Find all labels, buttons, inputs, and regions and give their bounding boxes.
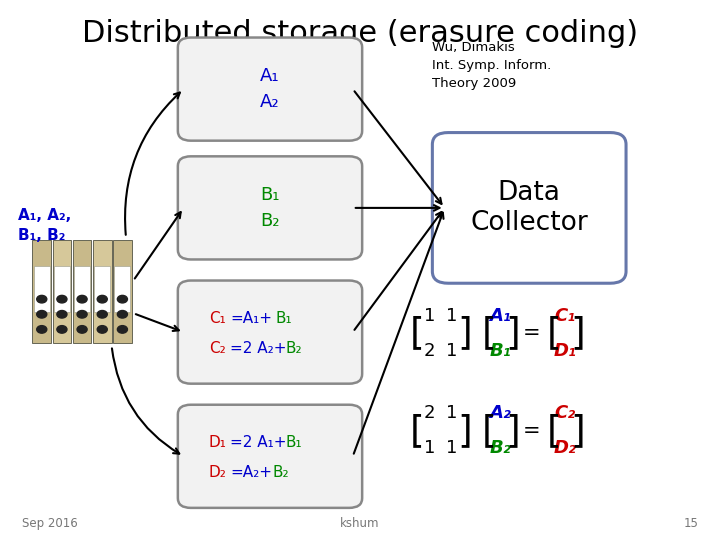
Text: 1: 1 [446, 307, 458, 325]
Text: C₂: C₂ [554, 404, 576, 422]
Circle shape [37, 295, 47, 303]
Circle shape [57, 295, 67, 303]
Text: Distributed storage (erasure coding): Distributed storage (erasure coding) [82, 19, 638, 48]
Text: C₂: C₂ [209, 341, 225, 356]
Text: B₁
B₂: B₁ B₂ [260, 186, 280, 230]
Text: C₁: C₁ [209, 311, 225, 326]
Text: 1: 1 [446, 342, 458, 360]
Circle shape [77, 326, 87, 333]
Text: A₁
A₂: A₁ A₂ [260, 67, 280, 111]
Circle shape [97, 326, 107, 333]
Text: [: [ [482, 315, 497, 352]
Text: B₁: B₁ [490, 342, 511, 360]
Text: =2 A₁+: =2 A₁+ [230, 435, 287, 450]
FancyBboxPatch shape [74, 266, 90, 312]
Text: =: = [523, 323, 540, 343]
Text: =A₁+: =A₁+ [230, 311, 272, 326]
Circle shape [77, 295, 87, 303]
FancyBboxPatch shape [178, 405, 362, 508]
Text: ]: ] [457, 315, 472, 352]
Circle shape [37, 310, 47, 318]
Text: [: [ [547, 315, 562, 352]
FancyBboxPatch shape [114, 266, 130, 312]
Text: B₁: B₁ [276, 311, 292, 326]
Text: D₂: D₂ [209, 465, 227, 480]
Text: D₁: D₁ [554, 342, 577, 360]
Text: Sep 2016: Sep 2016 [22, 517, 77, 530]
Circle shape [57, 310, 67, 318]
Text: Data
Collector: Data Collector [470, 180, 588, 236]
Text: Wu, Dimakis
Int. Symp. Inform.
Theory 2009: Wu, Dimakis Int. Symp. Inform. Theory 20… [432, 40, 552, 90]
Text: [: [ [410, 413, 424, 449]
FancyBboxPatch shape [54, 266, 70, 312]
Circle shape [57, 326, 67, 333]
Text: 1: 1 [446, 439, 458, 457]
Circle shape [117, 295, 127, 303]
Circle shape [97, 310, 107, 318]
FancyBboxPatch shape [93, 240, 112, 343]
Text: =2 A₂+: =2 A₂+ [230, 341, 287, 356]
FancyBboxPatch shape [432, 133, 626, 283]
Text: ]: ] [457, 413, 472, 449]
FancyBboxPatch shape [178, 38, 362, 140]
Text: B₁: B₁ [285, 435, 302, 450]
Text: A₂: A₂ [490, 404, 511, 422]
FancyBboxPatch shape [178, 281, 362, 383]
Text: =: = [523, 421, 540, 441]
FancyBboxPatch shape [113, 240, 132, 343]
FancyBboxPatch shape [53, 240, 71, 343]
FancyBboxPatch shape [32, 240, 51, 343]
Text: B₂: B₂ [272, 465, 289, 480]
Circle shape [117, 310, 127, 318]
Text: 1: 1 [424, 307, 436, 325]
FancyBboxPatch shape [73, 240, 91, 343]
Circle shape [77, 310, 87, 318]
Text: ]: ] [570, 413, 585, 449]
FancyBboxPatch shape [178, 157, 362, 260]
Text: [: [ [410, 315, 424, 352]
Text: D₁: D₁ [209, 435, 227, 450]
FancyBboxPatch shape [94, 266, 110, 312]
Circle shape [37, 326, 47, 333]
Text: =A₂+: =A₂+ [230, 465, 272, 480]
Text: 1: 1 [446, 404, 458, 422]
Text: B₂: B₂ [490, 439, 511, 457]
Text: ]: ] [570, 315, 585, 352]
Text: A₁: A₁ [490, 307, 511, 325]
Circle shape [97, 295, 107, 303]
FancyBboxPatch shape [34, 266, 50, 312]
Text: ]: ] [505, 413, 520, 449]
Text: A₁, A₂,
B₁, B₂: A₁, A₂, B₁, B₂ [18, 208, 71, 242]
Circle shape [117, 326, 127, 333]
Text: [: [ [547, 413, 562, 449]
Text: [: [ [482, 413, 497, 449]
Text: 1: 1 [424, 439, 436, 457]
Text: 2: 2 [424, 404, 436, 422]
Text: B₂: B₂ [285, 341, 302, 356]
Text: C₁: C₁ [554, 307, 576, 325]
Text: ]: ] [505, 315, 520, 352]
Text: kshum: kshum [341, 517, 379, 530]
Text: 15: 15 [683, 517, 698, 530]
Text: 2: 2 [424, 342, 436, 360]
Text: D₂: D₂ [554, 439, 577, 457]
